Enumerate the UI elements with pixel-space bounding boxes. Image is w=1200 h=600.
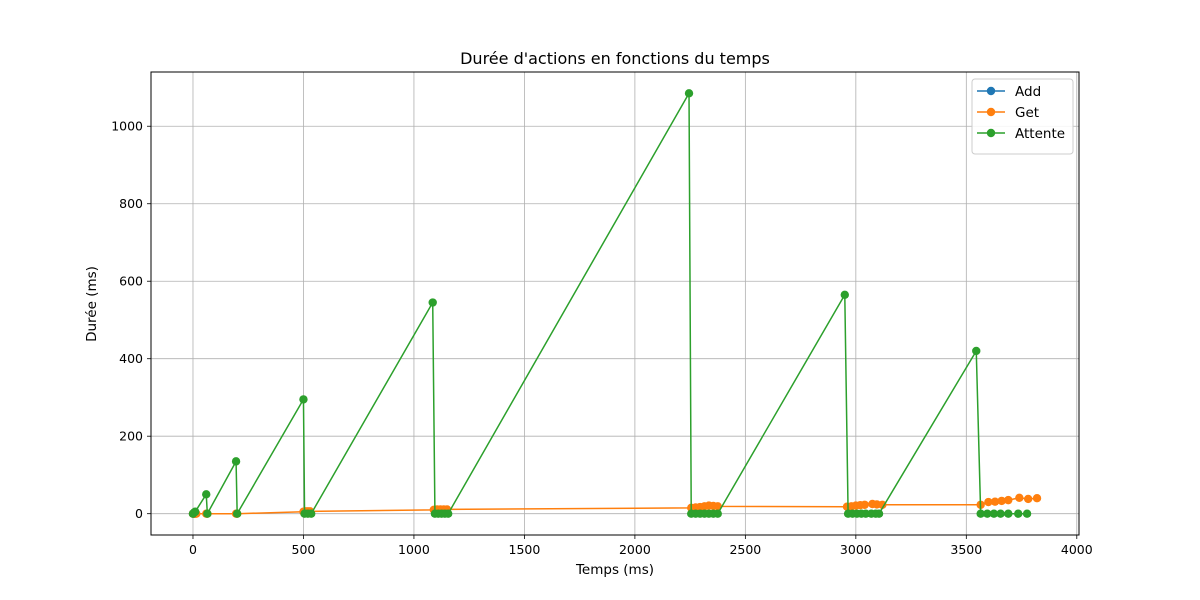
data-point-attente xyxy=(203,509,212,518)
legend-marker-attente xyxy=(986,128,996,138)
legend-box xyxy=(971,78,1074,155)
data-point-attente xyxy=(202,490,211,499)
legend: Add Get Attente xyxy=(971,78,1074,155)
y-tick-label: 0 xyxy=(135,506,143,521)
y-tick-label: 1000 xyxy=(111,119,143,134)
data-point-attente xyxy=(840,290,849,299)
data-point-get xyxy=(990,497,1000,506)
series-layer xyxy=(188,89,1042,518)
data-point-get xyxy=(1015,493,1024,503)
data-point-attente xyxy=(231,457,241,466)
x-tick-label: 500 xyxy=(292,542,316,557)
legend-marker-add xyxy=(986,86,996,96)
data-point-attente xyxy=(989,509,999,518)
data-point-attente xyxy=(232,509,242,518)
data-point-attente xyxy=(976,509,985,518)
y-tick-label: 800 xyxy=(119,196,143,211)
x-tick-label: 1000 xyxy=(398,542,430,557)
data-point-attente xyxy=(1014,509,1023,518)
data-point-attente xyxy=(684,89,694,98)
data-point-attente xyxy=(306,509,316,518)
x-tick-label: 3500 xyxy=(950,542,982,557)
x-tick-label: 2500 xyxy=(729,542,761,557)
data-point-get xyxy=(1023,494,1033,504)
data-point-attente xyxy=(1022,509,1032,518)
x-tick-label: 2000 xyxy=(619,542,651,557)
legend-marker-get xyxy=(986,107,996,117)
data-point-attente xyxy=(443,509,453,518)
grid xyxy=(151,72,1079,535)
data-point-attente xyxy=(713,509,722,518)
ticks: 0 500 1000 1500 2000 2500 3000 3500 4000 0 200 400 6… xyxy=(111,119,1093,557)
legend-label-attente: Attente xyxy=(1015,126,1065,142)
data-point-get xyxy=(878,500,887,509)
y-tick-label: 400 xyxy=(119,351,143,366)
legend-label-add: Add xyxy=(1015,84,1041,100)
series-attente xyxy=(188,89,1032,518)
legend-label-get: Get xyxy=(1015,105,1039,121)
data-point-get xyxy=(997,496,1006,506)
data-point-attente xyxy=(972,346,981,356)
y-tick-label: 600 xyxy=(119,274,143,289)
data-point-attente xyxy=(190,507,200,516)
x-tick-label: 4000 xyxy=(1061,542,1093,557)
y-axis-label: Durée (ms) xyxy=(84,266,100,342)
data-point-attente xyxy=(1004,509,1013,518)
data-point-get xyxy=(1032,493,1042,503)
data-point-attente xyxy=(983,509,992,518)
x-axis-label: Temps (ms) xyxy=(575,562,654,578)
data-point-attente xyxy=(996,509,1005,518)
plot-frame xyxy=(150,71,1080,536)
x-tick-label: 3000 xyxy=(840,542,872,557)
data-point-get xyxy=(984,497,993,507)
data-point-attente xyxy=(299,395,308,404)
data-point-get xyxy=(713,502,722,511)
data-point-get xyxy=(860,500,869,509)
y-tick-label: 200 xyxy=(119,429,143,444)
data-point-get xyxy=(1004,495,1013,505)
chart-title: Durée d'actions en fonctions du temps xyxy=(460,49,770,68)
data-point-attente xyxy=(428,298,437,307)
x-tick-label: 1500 xyxy=(509,542,541,557)
data-point-attente xyxy=(874,509,884,518)
x-tick-label: 0 xyxy=(189,542,197,557)
